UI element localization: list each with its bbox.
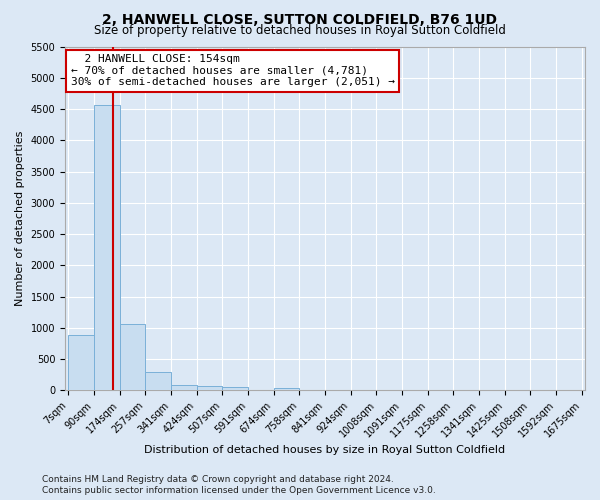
- Text: 2 HANWELL CLOSE: 154sqm  
← 70% of detached houses are smaller (4,781)
30% of se: 2 HANWELL CLOSE: 154sqm ← 70% of detache…: [71, 54, 395, 87]
- Bar: [145, 372, 171, 390]
- Bar: [274, 388, 299, 390]
- Bar: [222, 387, 248, 390]
- Bar: [197, 386, 222, 390]
- Text: Contains HM Land Registry data © Crown copyright and database right 2024.: Contains HM Land Registry data © Crown c…: [42, 475, 394, 484]
- Bar: [119, 324, 145, 390]
- Text: Size of property relative to detached houses in Royal Sutton Coldfield: Size of property relative to detached ho…: [94, 24, 506, 37]
- Y-axis label: Number of detached properties: Number of detached properties: [15, 131, 25, 306]
- Bar: [68, 336, 94, 390]
- Text: 2, HANWELL CLOSE, SUTTON COLDFIELD, B76 1UD: 2, HANWELL CLOSE, SUTTON COLDFIELD, B76 …: [103, 12, 497, 26]
- Bar: [171, 385, 197, 390]
- Text: Contains public sector information licensed under the Open Government Licence v3: Contains public sector information licen…: [42, 486, 436, 495]
- Bar: [94, 106, 119, 391]
- X-axis label: Distribution of detached houses by size in Royal Sutton Coldfield: Distribution of detached houses by size …: [145, 445, 506, 455]
